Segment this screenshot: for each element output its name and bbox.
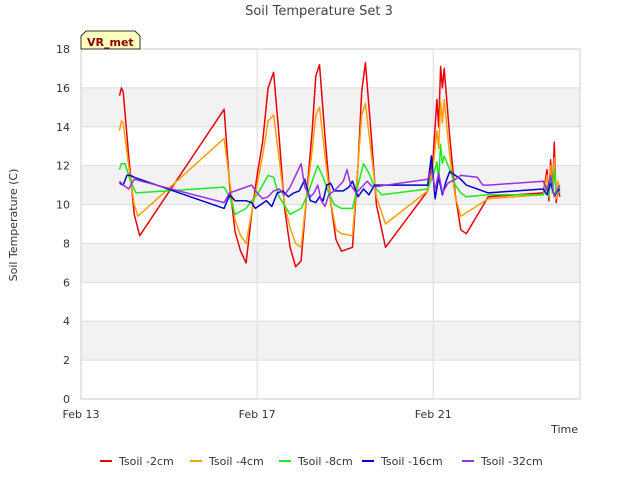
y-tick-label: 8 bbox=[63, 237, 70, 250]
grid-band bbox=[81, 87, 580, 127]
y-axis-label: Soil Temperature (C) bbox=[7, 169, 20, 282]
y-tick-label: 18 bbox=[56, 43, 70, 56]
y-tick-label: 4 bbox=[63, 315, 70, 328]
legend-label: Tsoil -32cm bbox=[480, 455, 543, 468]
y-axis-ticks: 0 2 4 6 8 10 12 14 16 18 bbox=[56, 43, 70, 406]
y-tick-label: 0 bbox=[63, 393, 70, 406]
series-line-tsoil-16cm bbox=[119, 155, 561, 210]
badge-background bbox=[80, 30, 141, 50]
x-axis-ticks: Feb 13 Feb 17 Feb 21 bbox=[63, 408, 452, 421]
badge-text: VR_met bbox=[87, 36, 134, 49]
chart-title: Soil Temperature Set 3 bbox=[245, 4, 393, 19]
grid-bands bbox=[81, 87, 580, 361]
legend-label: Tsoil -8cm bbox=[297, 455, 353, 468]
legend: Tsoil -2cm Tsoil -4cm Tsoil -8cm Tsoil -16c… bbox=[100, 455, 543, 468]
x-axis-label: Time bbox=[550, 423, 578, 436]
legend-label: Tsoil -2cm bbox=[118, 455, 174, 468]
y-tick-label: 10 bbox=[56, 199, 70, 212]
y-tick-label: 14 bbox=[56, 121, 70, 134]
x-tick-label: Feb 17 bbox=[239, 408, 276, 421]
station-badge: VR_met bbox=[80, 30, 141, 50]
series-line-tsoil-4cm bbox=[118, 98, 561, 249]
series-lines bbox=[118, 61, 561, 268]
y-tick-label: 12 bbox=[56, 160, 70, 173]
y-tick-label: 2 bbox=[63, 354, 70, 367]
x-tick-label: Feb 13 bbox=[63, 408, 100, 421]
series-line-tsoil-2cm bbox=[118, 61, 561, 268]
series-line-tsoil-32cm bbox=[118, 162, 561, 208]
legend-label: Tsoil -4cm bbox=[208, 455, 264, 468]
plot-frame bbox=[80, 48, 581, 400]
x-tick-label: Feb 21 bbox=[415, 408, 452, 421]
plot-area bbox=[80, 48, 581, 400]
y-tick-label: 16 bbox=[56, 82, 70, 95]
grid-band bbox=[81, 243, 580, 283]
legend-label: Tsoil -16cm bbox=[380, 455, 443, 468]
y-tick-label: 6 bbox=[63, 276, 70, 289]
grid-band bbox=[81, 321, 580, 361]
series-line-tsoil-8cm bbox=[118, 143, 561, 216]
